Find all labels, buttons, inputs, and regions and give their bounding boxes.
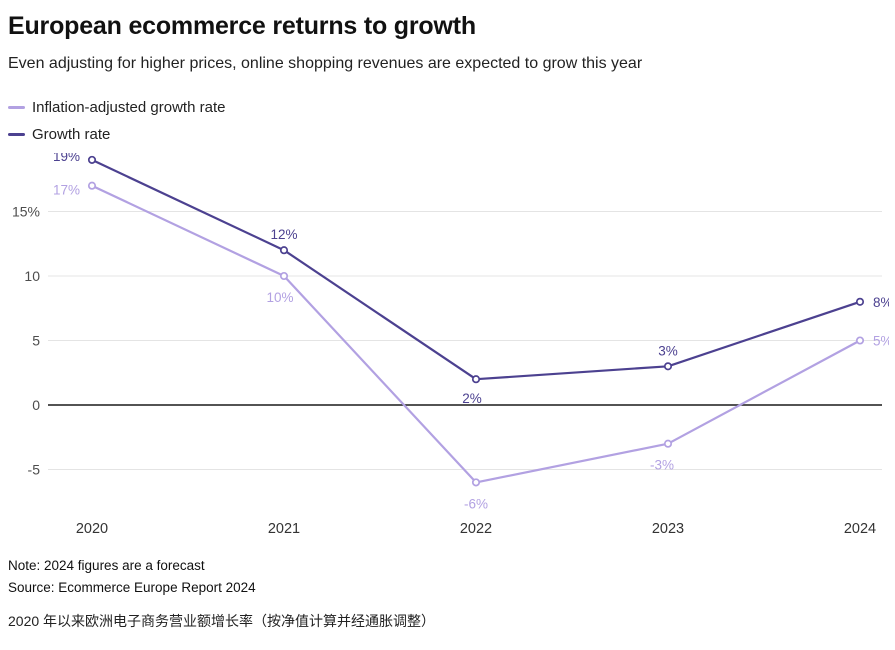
data-point bbox=[279, 246, 289, 255]
data-label: 10% bbox=[266, 290, 293, 305]
legend-label: Inflation-adjusted growth rate bbox=[32, 99, 226, 116]
data-point bbox=[471, 478, 481, 487]
data-point bbox=[663, 439, 673, 448]
data-point bbox=[471, 375, 481, 384]
legend-item-growth-rate: Growth rate bbox=[8, 126, 881, 143]
data-point bbox=[279, 271, 289, 281]
legend-label: Growth rate bbox=[32, 126, 111, 143]
data-label: 5% bbox=[873, 334, 889, 349]
y-axis-tick-label: 15% bbox=[12, 204, 40, 220]
chart-source: Source: Ecommerce Europe Report 2024 bbox=[8, 580, 256, 595]
data-point bbox=[87, 181, 97, 190]
data-label: -3% bbox=[650, 458, 674, 473]
x-axis-tick-label: 2023 bbox=[652, 521, 684, 537]
y-axis-tick-label: 0 bbox=[32, 397, 40, 413]
y-axis-tick-label: 10 bbox=[24, 268, 40, 284]
series-line-inflation-adjusted bbox=[90, 184, 862, 484]
data-label: 8% bbox=[873, 295, 889, 310]
data-point bbox=[663, 362, 673, 371]
data-point bbox=[855, 297, 865, 306]
chart-footer: Note: 2024 figures are a forecast Source… bbox=[8, 558, 881, 631]
legend-swatch-light-purple bbox=[8, 106, 25, 109]
chart-card: European ecommerce returns to growth Eve… bbox=[8, 12, 889, 631]
x-axis-tick-label: 2024 bbox=[844, 521, 876, 537]
x-axis-tick-label: 2021 bbox=[268, 521, 300, 537]
line-chart: 15% 10 5 0 -5 2020 2021 2022 2023 2024 17% 10% -6% -3… bbox=[12, 153, 889, 537]
page-title: European ecommerce returns to growth bbox=[8, 12, 476, 40]
data-label: 12% bbox=[270, 227, 297, 242]
chart-legend: Inflation-adjusted growth rate Growth ra… bbox=[8, 99, 881, 143]
y-axis-tick-label: -5 bbox=[28, 462, 41, 478]
data-label: 2% bbox=[462, 391, 482, 406]
data-label: 17% bbox=[53, 183, 80, 198]
data-point bbox=[87, 155, 97, 164]
data-label: -6% bbox=[464, 496, 488, 511]
chart-caption-chinese: 2020 年以来欧洲电子商务营业额增长率（按净值计算并经通胀调整） bbox=[8, 613, 436, 629]
legend-swatch-dark-purple bbox=[8, 133, 25, 136]
data-label: 19% bbox=[53, 153, 80, 164]
x-axis-tick-label: 2020 bbox=[76, 521, 108, 537]
series-line-growth-rate bbox=[90, 158, 862, 381]
y-axis-tick-label: 5 bbox=[32, 333, 40, 349]
legend-item-inflation-adjusted: Inflation-adjusted growth rate bbox=[8, 99, 881, 116]
data-label: 3% bbox=[658, 343, 678, 358]
chart-note: Note: 2024 figures are a forecast bbox=[8, 558, 205, 573]
data-point bbox=[855, 336, 865, 345]
chart-subtitle: Even adjusting for higher prices, online… bbox=[8, 55, 643, 72]
x-axis-tick-label: 2022 bbox=[460, 521, 492, 537]
